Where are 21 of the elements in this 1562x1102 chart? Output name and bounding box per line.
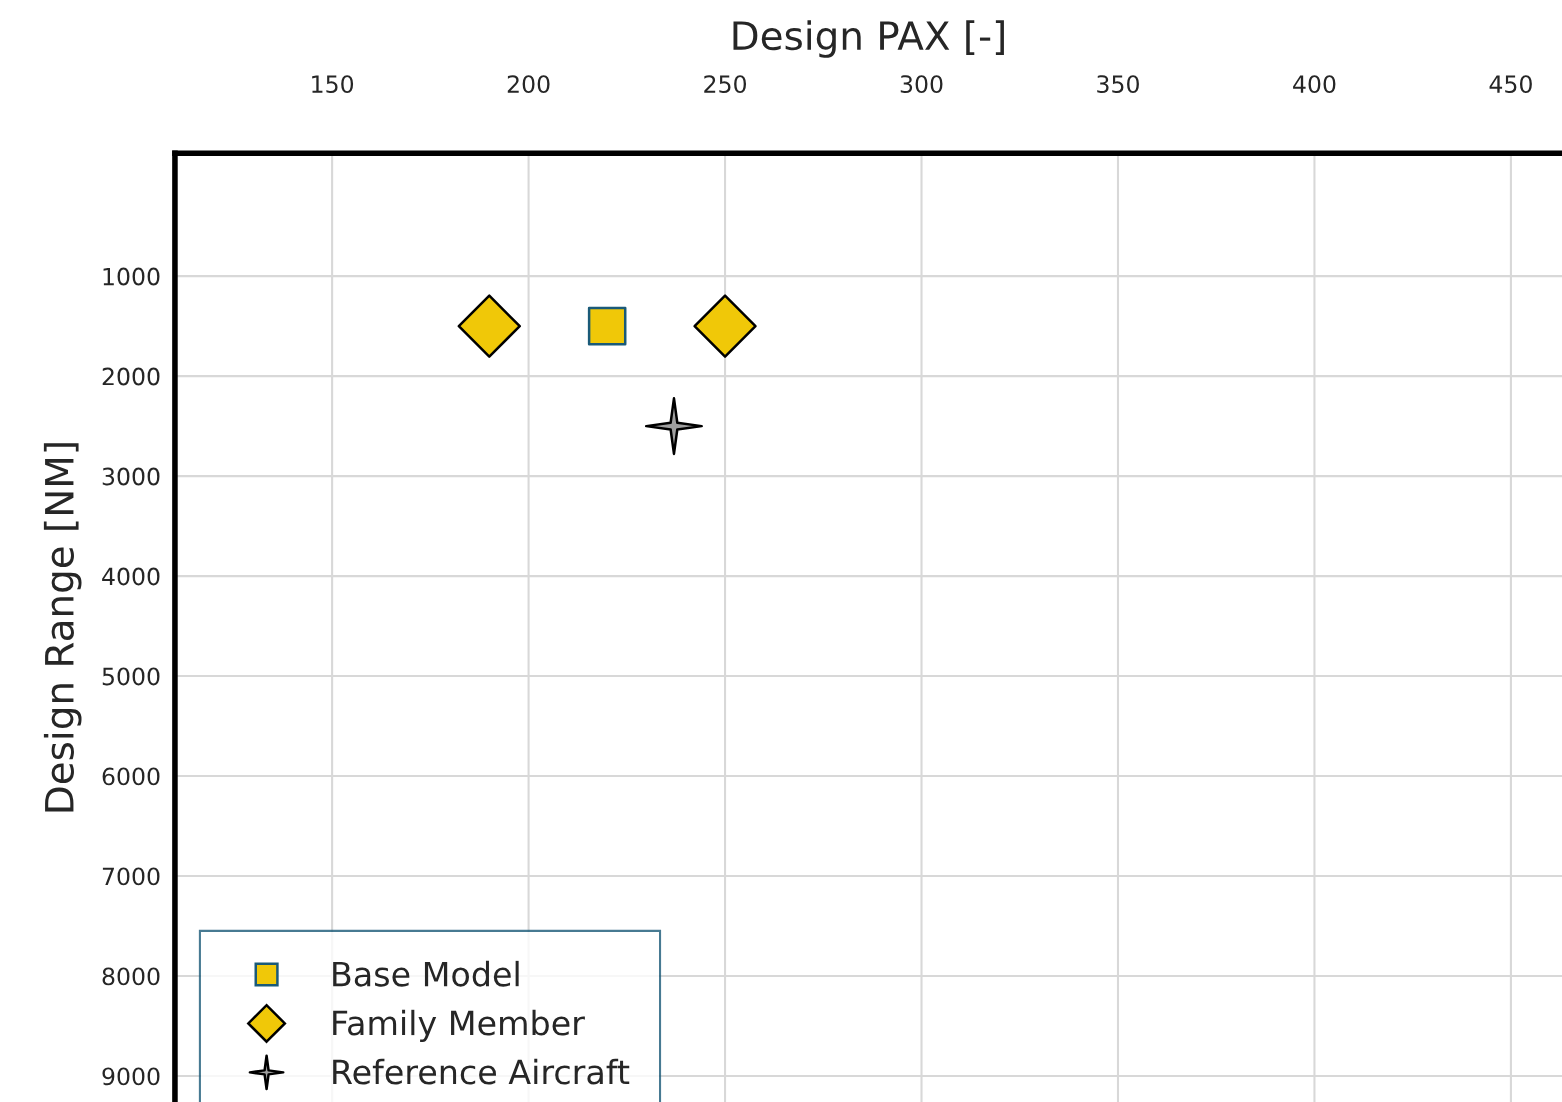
- x-tick-label: 200: [507, 75, 550, 94]
- y-tick-label: 5000: [102, 667, 160, 686]
- x-axis-title: Design PAX [-]: [733, 20, 1004, 58]
- y-tick-label: 8000: [102, 967, 160, 986]
- x-tick-label: 150: [312, 75, 354, 94]
- y-tick-label: 3000: [102, 467, 160, 486]
- y-tick-label: 4000: [102, 567, 160, 586]
- legend-label: Reference Aircraft: [333, 1058, 630, 1085]
- y-tick-label: 6000: [102, 767, 160, 786]
- y-tick-label: 1000: [103, 267, 160, 286]
- y-tick-label: 7000: [102, 867, 160, 886]
- y-tick-label: 9000: [102, 1067, 160, 1086]
- y-tick-label: 2000: [102, 367, 160, 386]
- legend-label: Family Member: [333, 1009, 585, 1043]
- legend-label: Base Model: [333, 960, 519, 987]
- x-tick-label: 250: [704, 75, 747, 94]
- x-tick-label: 300: [900, 75, 943, 94]
- y-axis-title: Design Range [NM]: [43, 443, 82, 812]
- x-tick-label: 350: [1097, 75, 1139, 94]
- x-tick-label: 450: [1489, 75, 1532, 94]
- x-tick-label: 400: [1293, 75, 1336, 94]
